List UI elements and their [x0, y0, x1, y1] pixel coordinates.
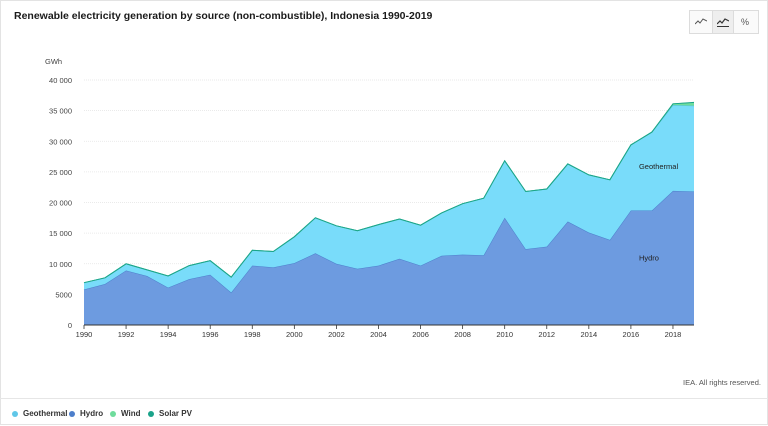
legend-swatch — [69, 410, 75, 417]
annotation-label: Hydro — [639, 254, 659, 263]
y-tick-label: 5000 — [55, 290, 72, 299]
x-tick-label: 2002 — [328, 330, 345, 339]
x-tick-label: 2008 — [454, 330, 471, 339]
legend-swatch — [148, 410, 154, 417]
x-tick-label: 1998 — [244, 330, 261, 339]
y-tick-label: 25 000 — [49, 168, 72, 177]
x-tick-label: 1990 — [76, 330, 93, 339]
legend-label: Wind — [121, 409, 141, 418]
y-tick-label: 15 000 — [49, 229, 72, 238]
annotation-label: Geothermal — [639, 162, 679, 171]
x-tick-label: 2012 — [538, 330, 555, 339]
legend-item-hydro[interactable]: Hydro — [69, 409, 103, 418]
legend-item-solar-pv[interactable]: Solar PV — [148, 409, 192, 418]
line-chart-icon[interactable] — [690, 11, 712, 33]
x-tick-label: 2014 — [580, 330, 597, 339]
area-hydro — [84, 190, 694, 325]
y-axis-label: GWh — [45, 57, 62, 66]
legend-label: Solar PV — [159, 409, 192, 418]
x-tick-label: 1996 — [202, 330, 219, 339]
x-tick-label: 2010 — [496, 330, 513, 339]
x-tick-label: 1992 — [118, 330, 135, 339]
x-tick-label: 2016 — [623, 330, 640, 339]
legend-item-geothermal[interactable]: Geothermal — [12, 409, 67, 418]
y-tick-label: 10 000 — [49, 260, 72, 269]
x-tick-label: 2004 — [370, 330, 387, 339]
legend-item-wind[interactable]: Wind — [110, 409, 140, 418]
chart-toolbar: % — [689, 10, 759, 34]
copyright-note: IEA. All rights reserved. — [683, 378, 761, 387]
x-tick-label: 2006 — [412, 330, 429, 339]
legend-swatch — [110, 410, 116, 417]
x-tick-label: 1994 — [160, 330, 177, 339]
y-tick-label: 30 000 — [49, 137, 72, 146]
y-tick-label: 35 000 — [49, 107, 72, 116]
series-line-solar-pv — [83, 101, 695, 284]
chart-title: Renewable electricity generation by sour… — [14, 10, 433, 22]
percent-button[interactable]: % — [740, 17, 749, 27]
y-tick-label: 40 000 — [49, 76, 72, 85]
legend: Geothermal Hydro Wind Solar PV — [0, 398, 768, 426]
area-geothermal — [84, 105, 694, 293]
x-tick-label: 2000 — [286, 330, 303, 339]
y-tick-label: 0 — [68, 321, 72, 330]
legend-label: Geothermal — [23, 409, 68, 418]
area-chart: 0 5000 10 000 15 000 20 000 25 000 30 000 35 00… — [45, 57, 695, 339]
area-chart-icon[interactable] — [712, 11, 734, 33]
x-tick-label: 2018 — [665, 330, 682, 339]
legend-swatch — [12, 410, 18, 417]
legend-label: Hydro — [80, 409, 104, 418]
y-tick-label: 20 000 — [49, 199, 72, 208]
